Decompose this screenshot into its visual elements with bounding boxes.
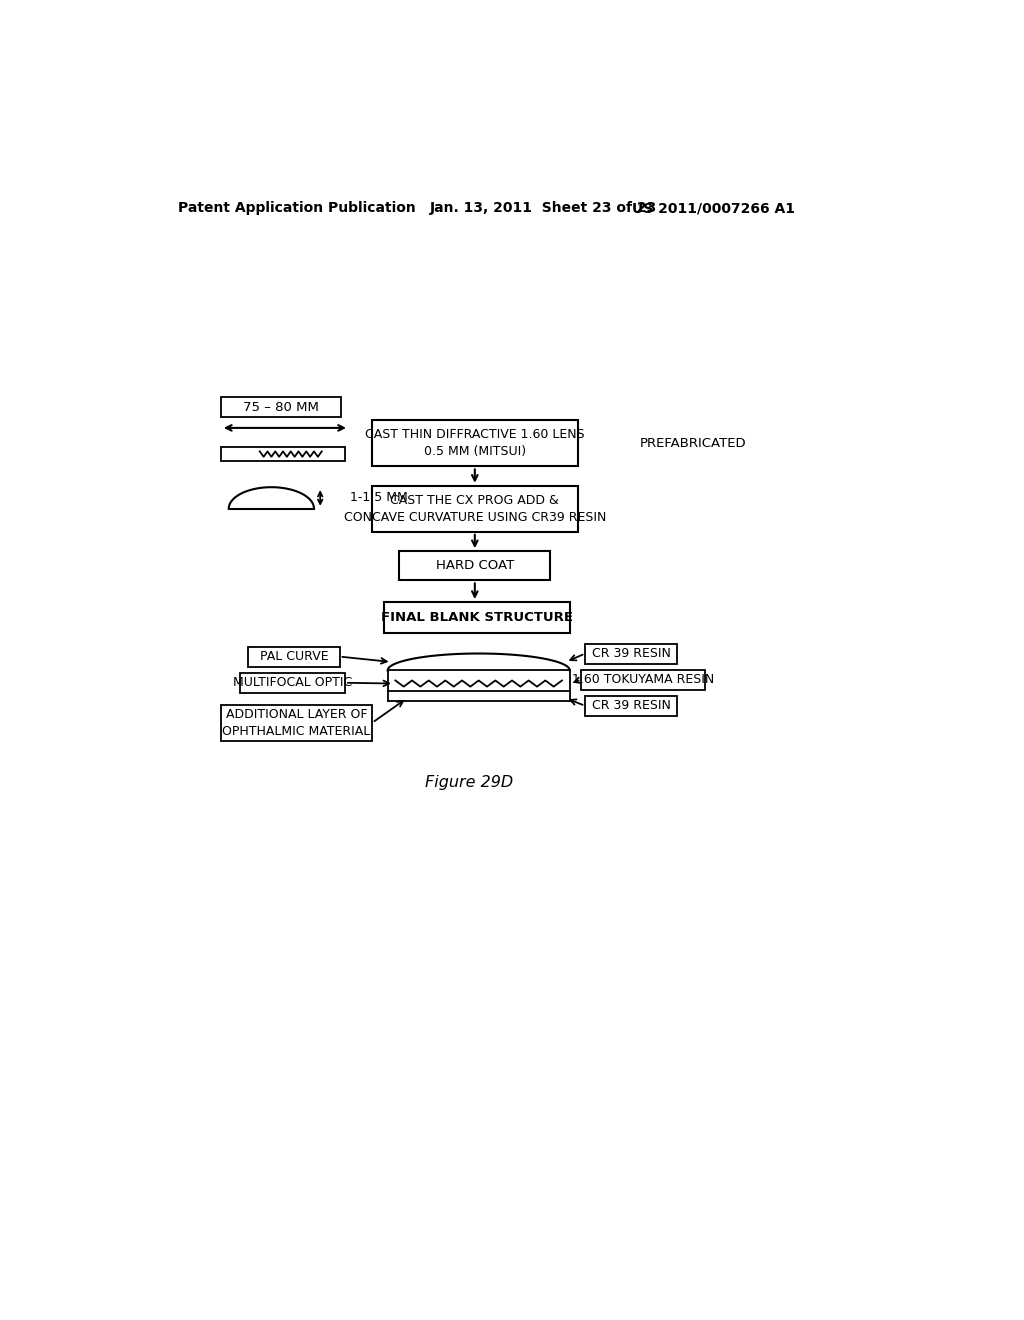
FancyBboxPatch shape	[221, 705, 372, 741]
FancyBboxPatch shape	[582, 669, 706, 689]
Text: CR 39 RESIN: CR 39 RESIN	[592, 700, 671, 713]
FancyBboxPatch shape	[372, 486, 578, 532]
Text: HARD COAT: HARD COAT	[435, 560, 514, 573]
Text: PREFABRICATED: PREFABRICATED	[640, 437, 746, 450]
Text: Jan. 13, 2011  Sheet 23 of 23: Jan. 13, 2011 Sheet 23 of 23	[430, 202, 657, 215]
FancyBboxPatch shape	[384, 602, 569, 632]
Text: Figure 29D: Figure 29D	[425, 775, 513, 789]
Text: 1-1.5 MM: 1-1.5 MM	[349, 491, 408, 504]
FancyBboxPatch shape	[586, 696, 677, 715]
Text: FINAL BLANK STRUCTURE: FINAL BLANK STRUCTURE	[381, 611, 572, 624]
Text: 1.60 TOKUYAMA RESIN: 1.60 TOKUYAMA RESIN	[572, 673, 715, 686]
Text: Patent Application Publication: Patent Application Publication	[178, 202, 416, 215]
Text: MULTIFOCAL OPTIC: MULTIFOCAL OPTIC	[233, 676, 352, 689]
Text: PAL CURVE: PAL CURVE	[259, 649, 328, 663]
Text: CR 39 RESIN: CR 39 RESIN	[592, 647, 671, 660]
FancyBboxPatch shape	[399, 552, 550, 581]
Text: ADDITIONAL LAYER OF
OPHTHALMIC MATERIAL: ADDITIONAL LAYER OF OPHTHALMIC MATERIAL	[222, 708, 371, 738]
FancyBboxPatch shape	[372, 420, 578, 466]
FancyBboxPatch shape	[241, 673, 345, 693]
FancyBboxPatch shape	[221, 447, 345, 461]
FancyBboxPatch shape	[586, 644, 677, 664]
Text: CAST THE CX PROG ADD &
CONCAVE CURVATURE USING CR39 RESIN: CAST THE CX PROG ADD & CONCAVE CURVATURE…	[344, 494, 606, 524]
Text: US 2011/0007266 A1: US 2011/0007266 A1	[632, 202, 795, 215]
FancyBboxPatch shape	[248, 647, 340, 667]
FancyBboxPatch shape	[221, 397, 341, 417]
Text: CAST THIN DIFFRACTIVE 1.60 LENS
0.5 MM (MITSUI): CAST THIN DIFFRACTIVE 1.60 LENS 0.5 MM (…	[365, 428, 585, 458]
Text: 75 – 80 MM: 75 – 80 MM	[243, 400, 318, 413]
